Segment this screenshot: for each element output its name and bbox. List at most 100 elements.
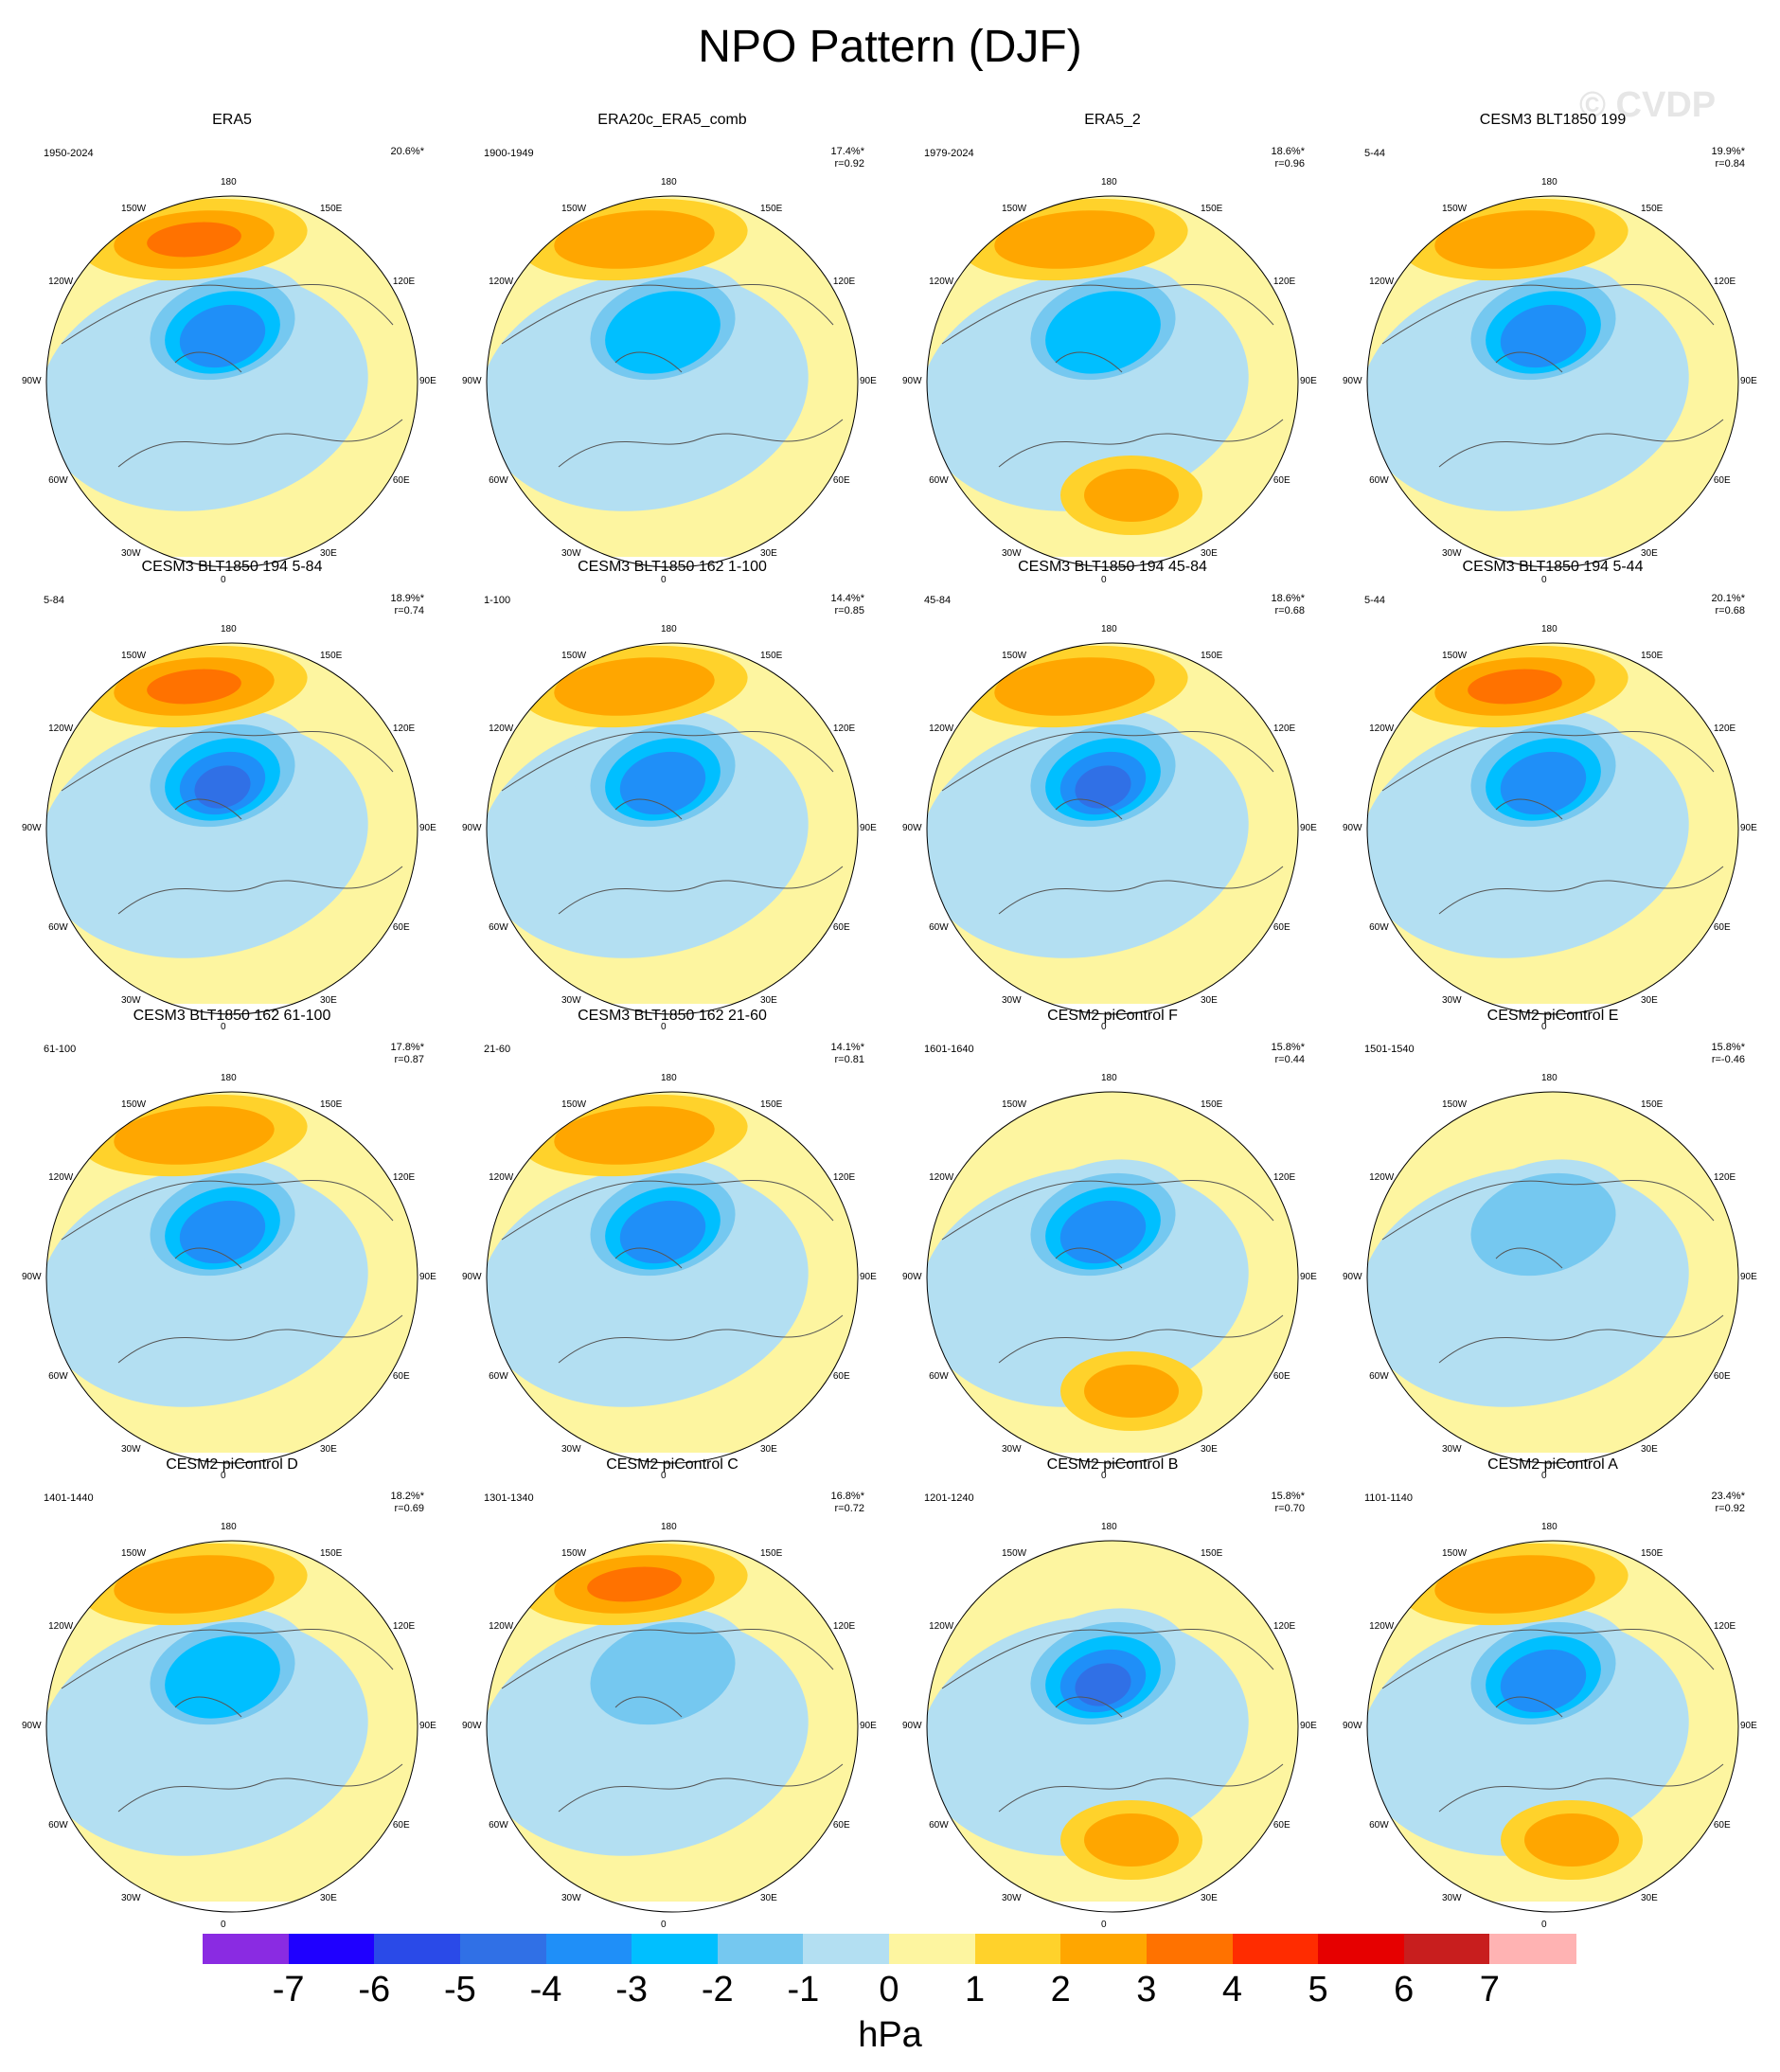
panel-title: CESM3 BLT1850 194 45-84	[1018, 559, 1207, 575]
panel-variance-pct: 16.8%*	[830, 1491, 864, 1502]
map-boundary	[1366, 1091, 1739, 1464]
colorbar-segment	[545, 1934, 632, 1964]
longitude-label: 180	[221, 177, 237, 188]
longitude-label: 180	[661, 1522, 677, 1532]
longitude-label: 180	[661, 177, 677, 188]
longitude-label: 60W	[48, 1371, 68, 1382]
colorbar-segment	[1060, 1934, 1148, 1964]
map-panel: CESM2 piControl A 1101-1140 23.4%* r=0.92 18…	[1343, 1456, 1780, 1930]
polar-map	[486, 642, 859, 1015]
panel-variance-pct: 18.9%*	[390, 593, 424, 604]
panel-variance-pct: 17.8%*	[390, 1042, 424, 1053]
longitude-label: 60E	[1273, 1371, 1290, 1382]
longitude-label: 30E	[1201, 1892, 1218, 1903]
map-panel: CESM3 BLT1850 162 21-60 21-60 14.1%* r=0.81…	[462, 1008, 921, 1481]
longitude-label: 60E	[392, 475, 410, 486]
longitude-label: 30E	[320, 1892, 337, 1903]
low-contour	[1059, 1200, 1147, 1264]
panel-pattern-correlation: r=0.96	[1274, 158, 1306, 170]
map-boundary	[1366, 642, 1739, 1015]
polar-map	[45, 642, 418, 1015]
longitude-label: 90E	[1300, 376, 1317, 386]
longitude-label: 90W	[1343, 1272, 1362, 1282]
longitude-label: 120E	[1713, 1172, 1736, 1183]
longitude-label: 0	[1541, 575, 1547, 585]
panel-period: 21-60	[484, 1044, 511, 1055]
longitude-label: 120E	[392, 1621, 416, 1632]
longitude-label: 180	[221, 624, 237, 634]
longitude-label: 90E	[1300, 823, 1317, 833]
panel-period: 1501-1540	[1364, 1044, 1415, 1055]
panel-pattern-correlation: r=0.85	[834, 605, 865, 616]
longitude-label: 150E	[1201, 1548, 1223, 1560]
map-panel: ERA5 1950-2024 20.6%* 180 150E 120E 90E 60E 30E 0…	[22, 112, 481, 585]
coastline	[1381, 1629, 1724, 1813]
longitude-label: 30E	[320, 994, 337, 1006]
map-panel: CESM3 BLT1850 162 1-100 1-100 14.4%* r=0.85…	[462, 559, 921, 1032]
longitude-label: 0	[1541, 1920, 1547, 1930]
panel-title: CESM2 piControl B	[1046, 1456, 1179, 1473]
longitude-label: 90W	[22, 1721, 42, 1731]
longitude-label: 150W	[1002, 1099, 1027, 1111]
longitude-label: 30E	[1641, 1892, 1658, 1903]
longitude-label: 30W	[1002, 1892, 1022, 1903]
longitude-label: 90E	[1300, 1721, 1317, 1731]
longitude-label: 120W	[929, 277, 954, 287]
pacific-high-contour	[554, 1106, 715, 1165]
polar-map	[1366, 642, 1739, 1015]
longitude-label: 0	[661, 575, 667, 585]
polar-map	[486, 195, 859, 568]
panel-variance-pct: 14.4%*	[830, 593, 864, 604]
longitude-label: 30W	[1002, 994, 1022, 1006]
colorbar-segment	[803, 1934, 890, 1964]
pacific-high-contour	[114, 1106, 275, 1165]
longitude-label: 90E	[860, 1272, 877, 1282]
longitude-label: 150E	[760, 204, 783, 215]
longitude-label: 90E	[419, 1272, 436, 1282]
colorbar	[203, 1934, 1576, 1964]
longitude-label: 90W	[1343, 376, 1362, 386]
longitude-label: 120E	[1273, 1621, 1296, 1632]
longitude-label: 180	[221, 1073, 237, 1083]
map-boundary	[926, 1540, 1299, 1913]
longitude-label: 60E	[1713, 1820, 1731, 1831]
polar-map	[926, 1540, 1299, 1913]
longitude-label: 120W	[489, 1621, 514, 1632]
panel-period: 1101-1140	[1364, 1492, 1413, 1504]
colorbar-tick-label: 1	[965, 1970, 986, 2009]
longitude-label: 120E	[1713, 277, 1736, 287]
colorbar-tick-label: 3	[1136, 1970, 1157, 2009]
colorbar-tick-label: 4	[1221, 1970, 1243, 2009]
panel-pattern-correlation: r=0.92	[1715, 1503, 1746, 1514]
longitude-label: 90W	[902, 376, 922, 386]
panel-title: ERA5_2	[1084, 112, 1141, 128]
pacific-high-contour	[147, 669, 241, 705]
longitude-label: 0	[661, 1920, 667, 1930]
panel-title: CESM3 BLT1850 162 61-100	[133, 1008, 331, 1024]
longitude-label: 90E	[1740, 376, 1757, 386]
panel-title: CESM3 BLT1850 162 21-60	[578, 1008, 767, 1024]
map-panel: CESM2 piControl F 1601-1640 15.8%* r=0.44 18…	[902, 1008, 1362, 1481]
map-boundary	[926, 195, 1299, 568]
colorbar-tick-label: -2	[701, 1970, 734, 2009]
low-contour	[1500, 304, 1587, 368]
longitude-label: 30E	[320, 547, 337, 559]
map-panel: CESM3 BLT1850 194 45-84 45-84 18.6%* r=0.68…	[902, 559, 1362, 1032]
longitude-label: 150W	[121, 651, 147, 662]
longitude-label: 30E	[1201, 994, 1218, 1006]
map-boundary	[45, 1540, 418, 1913]
panel-variance-pct: 19.9%*	[1711, 146, 1745, 157]
low-contour	[1075, 765, 1131, 809]
colorbar-segment	[1146, 1934, 1233, 1964]
longitude-label: 30W	[121, 547, 141, 559]
coastline	[61, 731, 403, 915]
panel-period: 5-44	[1364, 595, 1386, 606]
colorbar-segment	[1403, 1934, 1490, 1964]
longitude-label: 180	[1541, 1522, 1558, 1532]
panel-period: 5-84	[44, 595, 65, 606]
longitude-label: 60W	[48, 1820, 68, 1831]
longitude-label: 180	[1101, 177, 1117, 188]
longitude-label: 150E	[1641, 1548, 1664, 1560]
panel-title: CESM3 BLT1850 199	[1479, 112, 1627, 128]
longitude-label: 150E	[320, 651, 343, 662]
